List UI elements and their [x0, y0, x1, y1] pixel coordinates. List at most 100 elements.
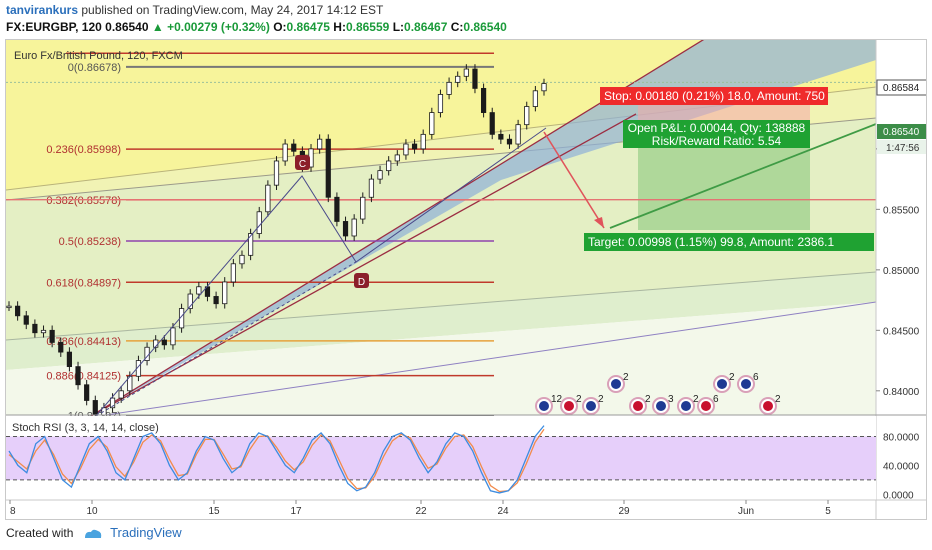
tradingview-logo-icon — [84, 529, 101, 538]
candle-body — [282, 143, 288, 162]
high-label: H: — [333, 20, 346, 34]
fib-level-label: 0.786(0.84413) — [46, 336, 121, 348]
stoch-d-line — [8, 428, 545, 493]
candle-body — [49, 329, 55, 343]
low-label: L: — [392, 20, 405, 34]
profit-zone — [638, 132, 810, 230]
candle-body — [342, 221, 349, 237]
price-change: ▲ +0.00279 (+0.32%) — [151, 20, 270, 34]
candle-body — [403, 143, 409, 156]
candle-body — [15, 305, 21, 317]
candle-body — [118, 390, 124, 399]
stoch-k-line — [8, 425, 545, 494]
fib-level-label: 0.618(0.84897) — [46, 277, 121, 289]
event-flag-fill — [539, 401, 549, 411]
candle-body — [480, 87, 487, 113]
rising-channel — [91, 40, 876, 416]
candle-body — [472, 68, 478, 89]
stoch-band-fill — [6, 436, 876, 480]
target-label-bg — [584, 233, 874, 251]
published-text: published on TradingView.com, May 24, 20… — [81, 3, 384, 17]
candle-body — [32, 323, 38, 334]
time-axis[interactable]: 8 10 15 17 22 24 29 Jun 5 — [9, 500, 831, 517]
candle-body — [524, 106, 530, 126]
author-link[interactable]: tanvirankurs — [6, 3, 79, 17]
tradingview-brand[interactable]: TradingView — [110, 525, 182, 540]
event-flag-fill — [611, 379, 621, 389]
footer: Created with TradingView — [6, 525, 182, 545]
price-tick-label: 0.84500 — [883, 326, 920, 337]
candle-body — [196, 286, 202, 295]
channel-lower-line — [90, 113, 637, 417]
event-flag-fill — [564, 401, 574, 411]
candle-body — [230, 263, 236, 283]
harmonic-pattern-dashed — [95, 261, 357, 417]
candle-body — [170, 327, 176, 346]
economic-events[interactable]: 12 2 222 3 2 62 62 — [535, 372, 781, 415]
candle-body — [515, 124, 521, 145]
high-value: 0.86559 — [345, 20, 390, 34]
fib-level-label: 0(0.86678) — [68, 62, 121, 74]
candle-body — [161, 339, 167, 346]
price-tags: 0.86584 0.86540 1:47:56 — [876, 79, 926, 154]
fib-level-label: 0.5(0.85238) — [59, 236, 121, 248]
symbol-label: FX:EURGBP, 120 — [6, 20, 102, 34]
light-zone-4 — [6, 302, 876, 415]
time-tick-label: 15 — [208, 506, 220, 517]
close-value: 0.86540 — [463, 20, 507, 34]
candle-body — [394, 154, 400, 162]
time-tick-label: 22 — [415, 506, 427, 517]
publisher-line: tanvirankurs published on TradingView.co… — [6, 3, 383, 17]
candle-body — [411, 143, 418, 150]
candle-body — [351, 218, 357, 237]
event-count-label: 3 — [668, 394, 674, 405]
event-flag-fill — [633, 401, 643, 411]
candle-body — [506, 138, 513, 145]
candle-body — [222, 281, 228, 305]
candle-body — [420, 133, 426, 150]
time-tick-label: 29 — [618, 506, 630, 517]
low-value: 0.86467 — [404, 20, 448, 34]
candle-body — [377, 170, 383, 180]
candle-body — [213, 296, 219, 305]
projection-up-line — [609, 123, 877, 229]
candle-body — [446, 81, 452, 95]
candle-body — [360, 196, 366, 220]
time-tick-label: 10 — [86, 506, 98, 517]
close-label: C: — [450, 20, 464, 34]
candle-body — [84, 384, 90, 401]
projection-down-arrowhead — [594, 217, 604, 228]
fib-level-label: 0.236(0.85998) — [46, 144, 121, 156]
quote-line: FX:EURGBP, 120 0.86540 ▲ +0.00279 (+0.32… — [6, 20, 507, 34]
event-count-label: 2 — [729, 372, 735, 383]
event-count-label: 2 — [775, 394, 781, 405]
candle-body — [58, 342, 64, 353]
time-tick-label: 8 — [10, 506, 16, 517]
candle-body — [498, 133, 504, 140]
time-tick-label: 24 — [497, 506, 509, 517]
upper-level-tag: 0.86584 — [883, 83, 920, 94]
candle-body — [109, 397, 116, 409]
event-count-label: 6 — [753, 372, 759, 383]
open-value: 0.86475 — [286, 20, 330, 34]
stoch-band — [6, 435, 876, 481]
price-tick-label: 0.84000 — [883, 387, 920, 398]
candle-body — [455, 75, 461, 83]
target-label: Target: 0.00998 (1.15%) 99.8, Amount: 23… — [588, 235, 834, 249]
projection-down-line — [543, 131, 605, 229]
time-tick-label: Jun — [738, 506, 754, 517]
price-tick-label: 0.85000 — [883, 266, 920, 277]
candle-body — [463, 68, 469, 77]
time-tick-label: 5 — [825, 506, 831, 517]
fib-level-label: 0.382(0.85578) — [46, 195, 121, 207]
event-flag-fill — [701, 401, 711, 411]
open-label: O: — [273, 20, 287, 34]
candle-body — [437, 94, 444, 113]
point-c-label: C — [299, 159, 306, 170]
chart-svg[interactable]: 0(0.86678) 0.236(0.85998) 0.382(0.85578) 0.… — [6, 40, 927, 520]
open-pl-label: Open P&L: 0.00044, Qty: 138888 — [628, 121, 806, 135]
candle-body — [23, 315, 29, 325]
event-flag-fill — [681, 401, 691, 411]
indicator-tick-label: 40.0000 — [883, 461, 920, 472]
chart-container[interactable]: 0(0.86678) 0.236(0.85998) 0.382(0.85578) 0.… — [5, 39, 927, 520]
